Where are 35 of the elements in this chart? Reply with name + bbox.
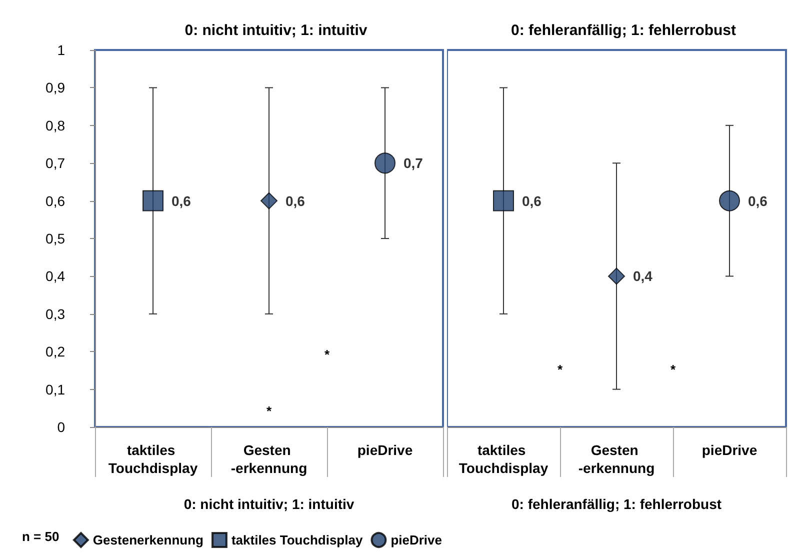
chart-title: 0: fehleranfällig; 1: fehlerrobust: [510, 22, 736, 39]
y-tick-label: 0,9: [46, 80, 66, 96]
data-label: 0,6: [522, 192, 542, 209]
data-label: 0,6: [748, 192, 768, 209]
data-label: 0,4: [633, 268, 653, 284]
y-tick-label: 0,3: [46, 306, 66, 322]
y-tick-label: 1: [57, 42, 66, 58]
legend-label: Gestenerkennung: [92, 532, 204, 548]
x-axis-title: 0: nicht intuitiv; 1: intuitiv: [184, 496, 354, 512]
legend-label: pieDrive: [390, 532, 442, 548]
y-tick-label: 0,4: [46, 268, 66, 284]
x-tick-label: pieDrive: [702, 442, 758, 458]
x-tick-label: Gesten -erkennung: [230, 442, 308, 476]
text: n = 50: [22, 529, 60, 544]
data-label: 0,7: [404, 155, 424, 172]
y-tick-label: 0,6: [46, 192, 66, 209]
y-tick-label: 0,8: [46, 117, 66, 134]
data-label: 0,6: [286, 192, 306, 209]
x-tick-label: taktiles Touchdisplay: [108, 442, 198, 476]
y-tick-label: 0,2: [46, 344, 66, 360]
y-tick-label: 0: [57, 419, 66, 435]
x-tick-label: Gesten -erkennung: [578, 442, 655, 476]
x-tick-label: taktiles Touchdisplay: [458, 442, 548, 476]
annotation: *: [324, 346, 330, 362]
annotation: *: [557, 362, 564, 377]
chart-title: 0: nicht intuitiv; 1: intuitiv: [184, 22, 368, 39]
y-tick-label: 0,1: [46, 381, 66, 398]
annotation: *: [670, 362, 676, 377]
legend-label: taktiles Touchdisplay: [231, 532, 364, 548]
x-tick-label: pieDrive: [357, 442, 413, 458]
y-tick-label: 0,5: [46, 230, 66, 246]
annotation: *: [266, 403, 272, 418]
y-tick-label: 0,7: [46, 155, 66, 172]
data-label: 0,6: [172, 192, 192, 209]
x-axis-title: 0: fehleranfällig; 1: fehlerrobust: [511, 496, 722, 512]
